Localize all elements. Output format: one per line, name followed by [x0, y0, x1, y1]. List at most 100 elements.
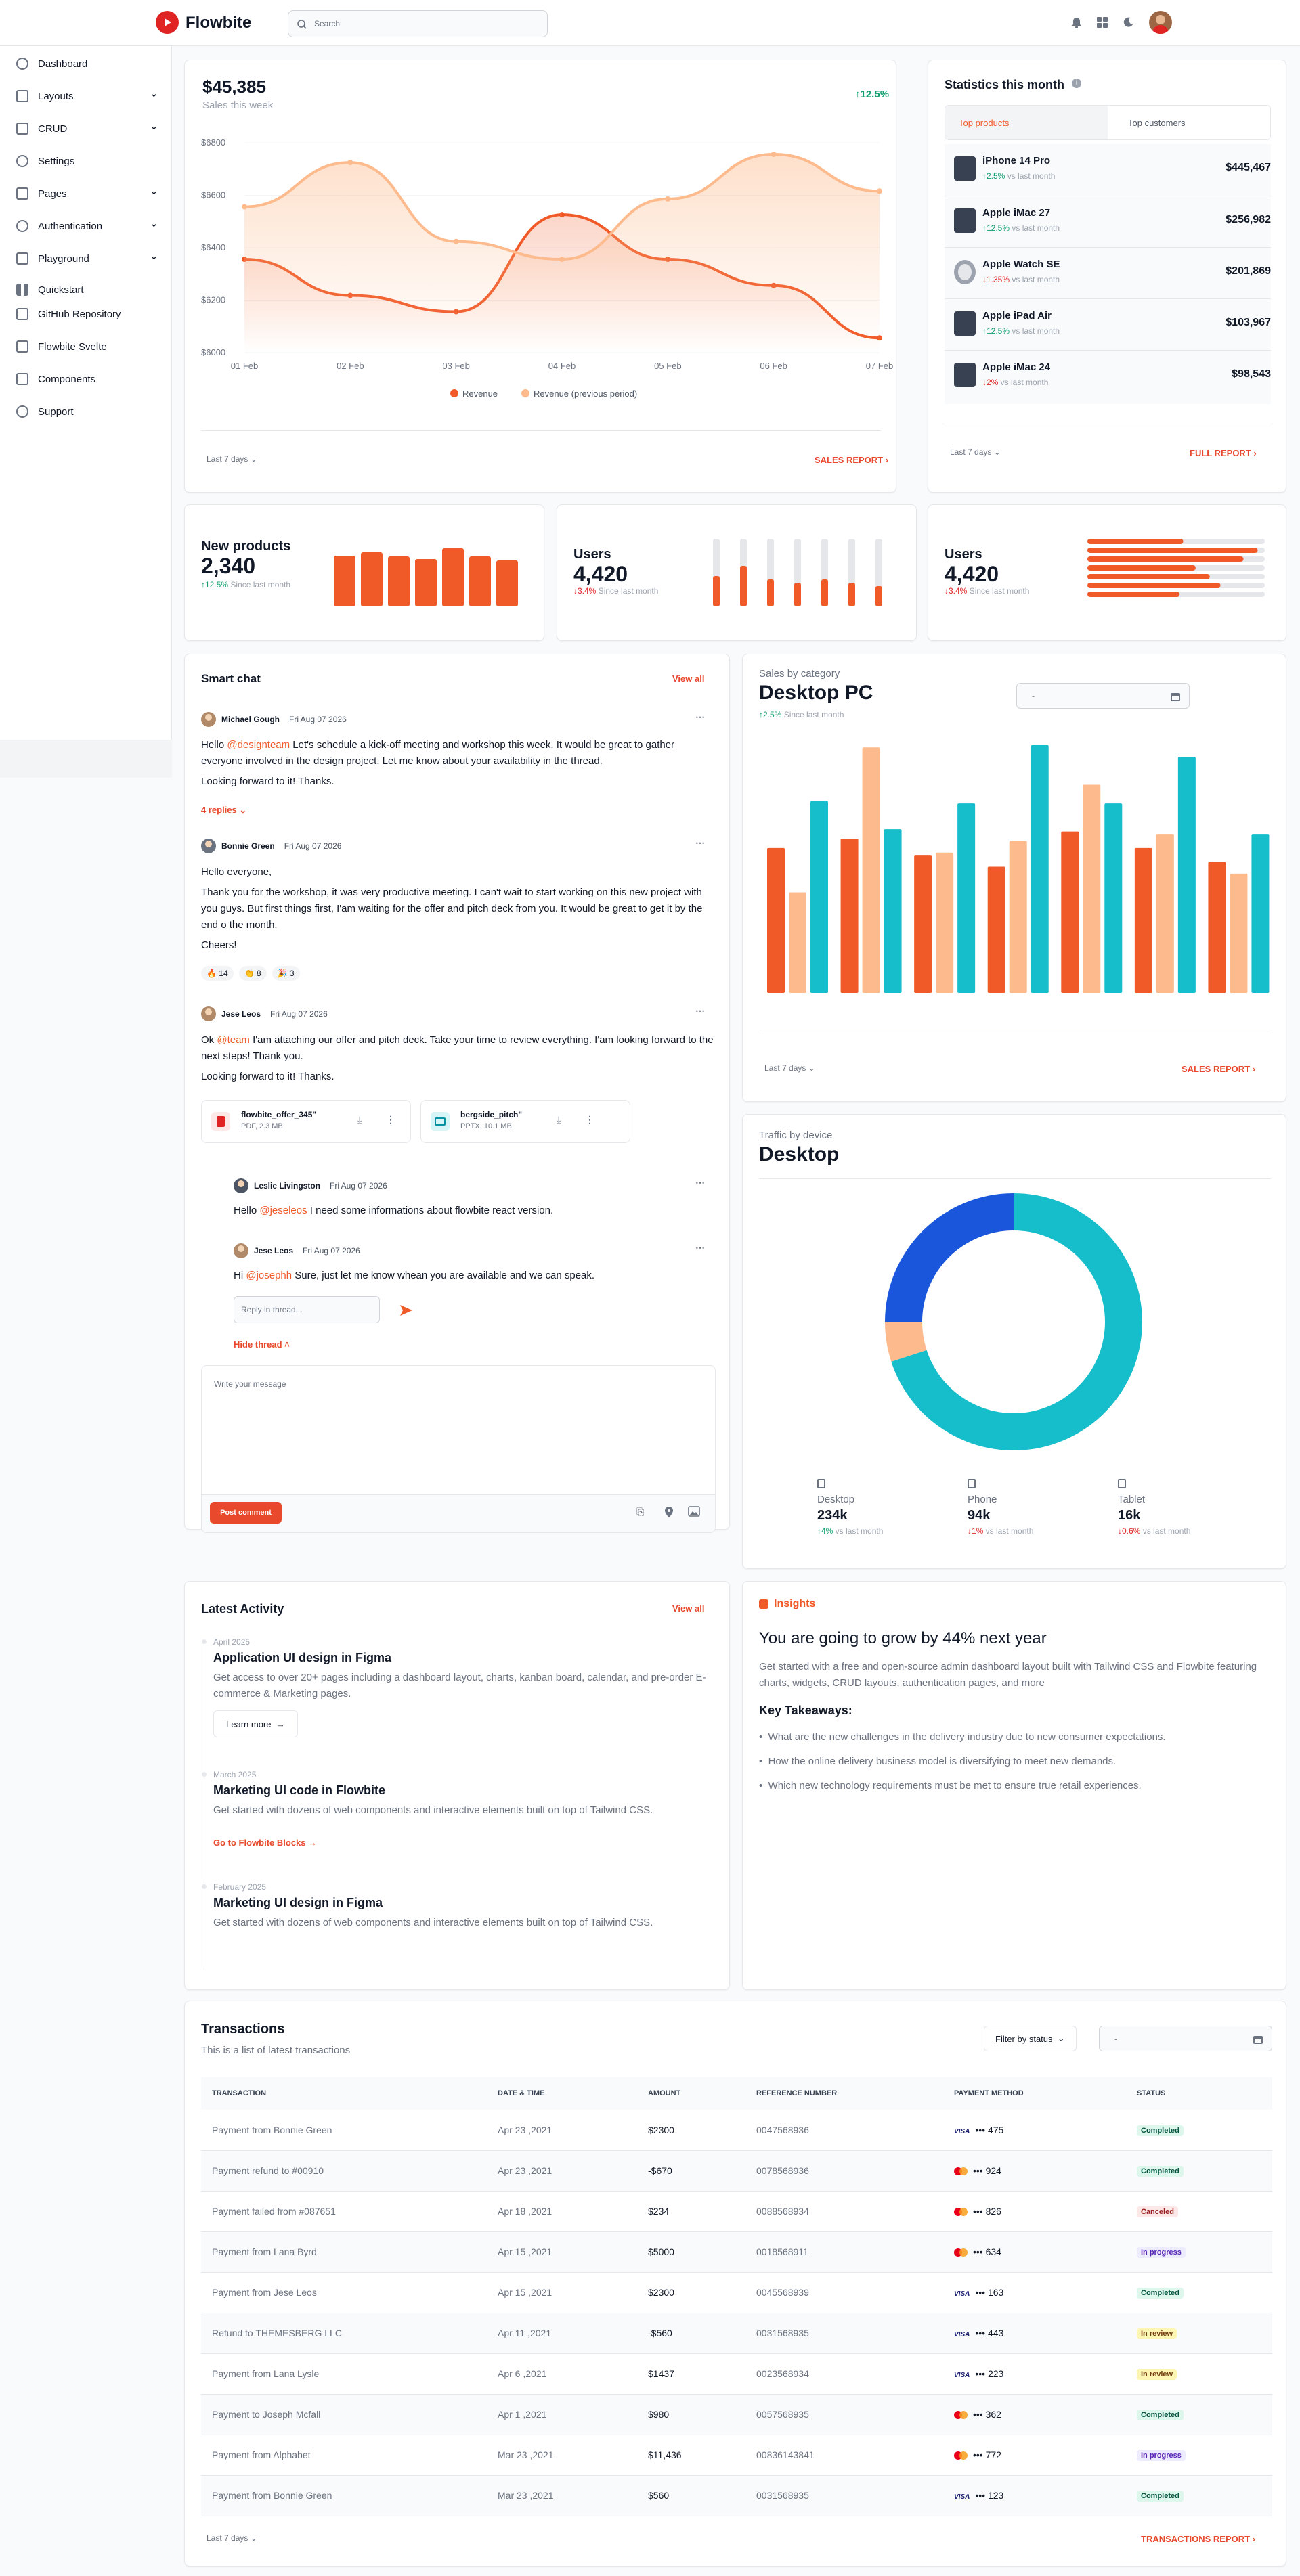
tab-top-customers[interactable]: Top customers [1108, 106, 1270, 139]
transaction-name: Refund to THEMESBERG LLC [212, 2328, 342, 2338]
location-pin-icon[interactable] [664, 1506, 674, 1518]
more-dots-icon[interactable]: ⋯ [695, 1005, 705, 1016]
status-cell: Completed [1126, 2110, 1272, 2150]
sidebar-item-authentication[interactable]: Authentication ⌄ [16, 217, 158, 236]
traffic-title: Desktop [759, 1143, 840, 1165]
message-textarea[interactable]: Write your message [202, 1366, 715, 1494]
table-row[interactable]: Payment from Jese Leos Apr 15 ,2021 $2300 0… [201, 2272, 1272, 2313]
more-vertical-icon[interactable]: ⋮ [585, 1114, 594, 1125]
sales-range-dropdown[interactable]: Last 7 days ⌄ [207, 454, 257, 464]
table-row[interactable]: Refund to THEMESBERG LLC Apr 11 ,2021 -$56… [201, 2313, 1272, 2353]
sidebar-item-github-repository[interactable]: GitHub Repository [16, 305, 158, 324]
new-products-change: ↑12.5% Since last month [201, 580, 291, 590]
brand-name[interactable]: Flowbite [186, 14, 252, 32]
flowbite-logo-icon[interactable] [156, 11, 179, 34]
more-dots-icon[interactable]: ⋯ [695, 837, 705, 848]
reaction-clap[interactable]: 👏 8 [238, 966, 267, 981]
download-icon[interactable]: ⤓ [358, 1114, 362, 1125]
product-row[interactable]: Apple iPad Air ↑12.5% vs last month $103,9… [945, 298, 1271, 350]
transactions-report-link[interactable]: TRANSACTIONS REPORT › [1141, 2534, 1256, 2544]
mention[interactable]: @jeseleos [259, 1205, 307, 1216]
reply-thread-input[interactable]: Reply in thread... [234, 1296, 380, 1323]
user-avatar[interactable] [1149, 11, 1172, 34]
table-row[interactable]: Payment from Bonnie Green Mar 23 ,2021 $56… [201, 2475, 1272, 2516]
more-dots-icon[interactable]: ⋯ [695, 711, 705, 722]
more-vertical-icon[interactable]: ⋮ [386, 1114, 395, 1125]
product-row[interactable]: Apple iMac 27 ↑12.5% vs last month $256,98… [945, 196, 1271, 247]
more-dots-icon[interactable]: ⋯ [695, 1242, 705, 1253]
legend-label: Revenue [462, 388, 498, 399]
transactions-date-input[interactable]: - [1099, 2026, 1272, 2051]
table-row[interactable]: Payment from Bonnie Green Apr 23 ,2021 $23… [201, 2110, 1272, 2150]
sales-report-link[interactable]: SALES REPORT › [815, 455, 889, 465]
y-tick-label: $6000 [201, 347, 225, 357]
sidebar-item-flowbite-svelte[interactable]: Flowbite Svelte [16, 337, 158, 356]
search-input[interactable]: Search [288, 10, 548, 37]
info-icon[interactable]: i [1072, 79, 1081, 88]
flowbite-blocks-link[interactable]: Go to Flowbite Blocks → [213, 1838, 318, 1848]
sidebar-item-crud[interactable]: CRUD ⌄ [16, 119, 158, 138]
table-row[interactable]: Payment from Lana Byrd Apr 15 ,2021 $5000 0… [201, 2231, 1272, 2272]
send-icon[interactable] [399, 1303, 414, 1318]
mention[interactable]: @designteam [227, 739, 290, 751]
download-icon[interactable]: ⤓ [557, 1114, 561, 1125]
product-row[interactable]: Apple Watch SE ↓1.35% vs last month $201,8… [945, 247, 1271, 298]
replies-toggle[interactable]: 4 replies ⌄ [201, 805, 247, 815]
product-row[interactable]: Apple iMac 24 ↓2% vs last month $98,543 [945, 350, 1271, 401]
category-range-dropdown[interactable]: Last 7 days ⌄ [764, 1063, 815, 1073]
data-point [559, 257, 565, 263]
lifebuoy-icon [16, 405, 28, 418]
activity-view-all-link[interactable]: View all [672, 1603, 705, 1614]
status-badge: Completed [1137, 2288, 1184, 2299]
mention[interactable]: @josephh [246, 1270, 292, 1281]
device-vs-label: vs last month [983, 1526, 1034, 1536]
timeline-dot [201, 1771, 207, 1777]
more-dots-icon[interactable]: ⋯ [695, 1177, 705, 1188]
table-row[interactable]: Payment from Lana Lysle Apr 6 ,2021 $1437 0… [201, 2353, 1272, 2394]
mention[interactable]: @team [217, 1034, 250, 1046]
attachment-pdf[interactable]: flowbite_offer_345" PDF, 2.3 MB ⤓ ⋮ [201, 1100, 411, 1143]
sidebar-item-quickstart[interactable]: Quickstart [16, 280, 158, 299]
product-row[interactable]: iPhone 14 Pro ↑2.5% vs last month $445,467 [945, 144, 1271, 196]
tab-top-products[interactable]: Top products [945, 106, 1108, 139]
sidebar-footer [0, 740, 172, 778]
bar [914, 855, 932, 993]
sidebar-item-settings[interactable]: Settings [16, 152, 158, 171]
table-row[interactable]: Payment refund to #00910 Apr 23 ,2021 -$67… [201, 2150, 1272, 2191]
sales-change-value: 12.5% [860, 89, 890, 100]
sidebar-item-dashboard[interactable]: Dashboard [16, 54, 158, 73]
attachment-pptx[interactable]: bergside_pitch" PPTX, 10.1 MB ⤓ ⋮ [420, 1100, 630, 1143]
reply-placeholder: Reply in thread... [241, 1305, 303, 1314]
sidebar-item-support[interactable]: Support [16, 402, 158, 421]
full-report-link[interactable]: FULL REPORT › [1190, 448, 1257, 458]
transactions-range-dropdown[interactable]: Last 7 days ⌄ [207, 2533, 257, 2543]
card-last-digits: ••• 634 [973, 2246, 1001, 2257]
paperclip-icon[interactable]: ⎘ [636, 1506, 645, 1517]
post-comment-button[interactable]: Post comment [210, 1502, 282, 1524]
bell-icon[interactable] [1070, 16, 1083, 29]
sidebar-item-playground[interactable]: Playground ⌄ [16, 249, 158, 268]
chat-view-all-link[interactable]: View all [672, 673, 705, 684]
message-text: Ok [201, 1034, 217, 1046]
learn-more-button[interactable]: Learn more → [213, 1710, 298, 1737]
moon-icon[interactable] [1121, 16, 1135, 29]
card-last-digits: ••• 443 [975, 2328, 1004, 2338]
image-icon[interactable] [688, 1506, 700, 1517]
sidebar-item-layouts[interactable]: Layouts ⌄ [16, 87, 158, 106]
reaction-fire[interactable]: 🔥 14 [201, 966, 234, 981]
filter-status-dropdown[interactable]: Filter by status ⌄ [984, 2026, 1077, 2051]
table-row[interactable]: Payment to Joseph Mcfall Apr 1 ,2021 $980 0… [201, 2394, 1272, 2435]
category-sales-report-link[interactable]: SALES REPORT › [1182, 1064, 1256, 1074]
hide-thread-toggle[interactable]: Hide thread ˄ [234, 1339, 290, 1350]
transaction-date: Apr 1 ,2021 [498, 2409, 547, 2420]
sidebar-item-pages[interactable]: Pages ⌄ [16, 184, 158, 203]
date-range-input[interactable]: - [1016, 683, 1190, 709]
apps-grid-icon[interactable] [1096, 16, 1109, 29]
sidebar-item-components[interactable]: Components [16, 370, 158, 388]
message-date: Fri Aug 07 2026 [330, 1181, 387, 1191]
bar [875, 586, 882, 606]
table-row[interactable]: Payment from Alphabet Mar 23 ,2021 $11,436… [201, 2435, 1272, 2475]
reaction-party[interactable]: 🎉 3 [272, 966, 300, 981]
statistics-range-dropdown[interactable]: Last 7 days ⌄ [950, 447, 1001, 457]
table-row[interactable]: Payment failed from #087651 Apr 18 ,2021 $… [201, 2191, 1272, 2231]
